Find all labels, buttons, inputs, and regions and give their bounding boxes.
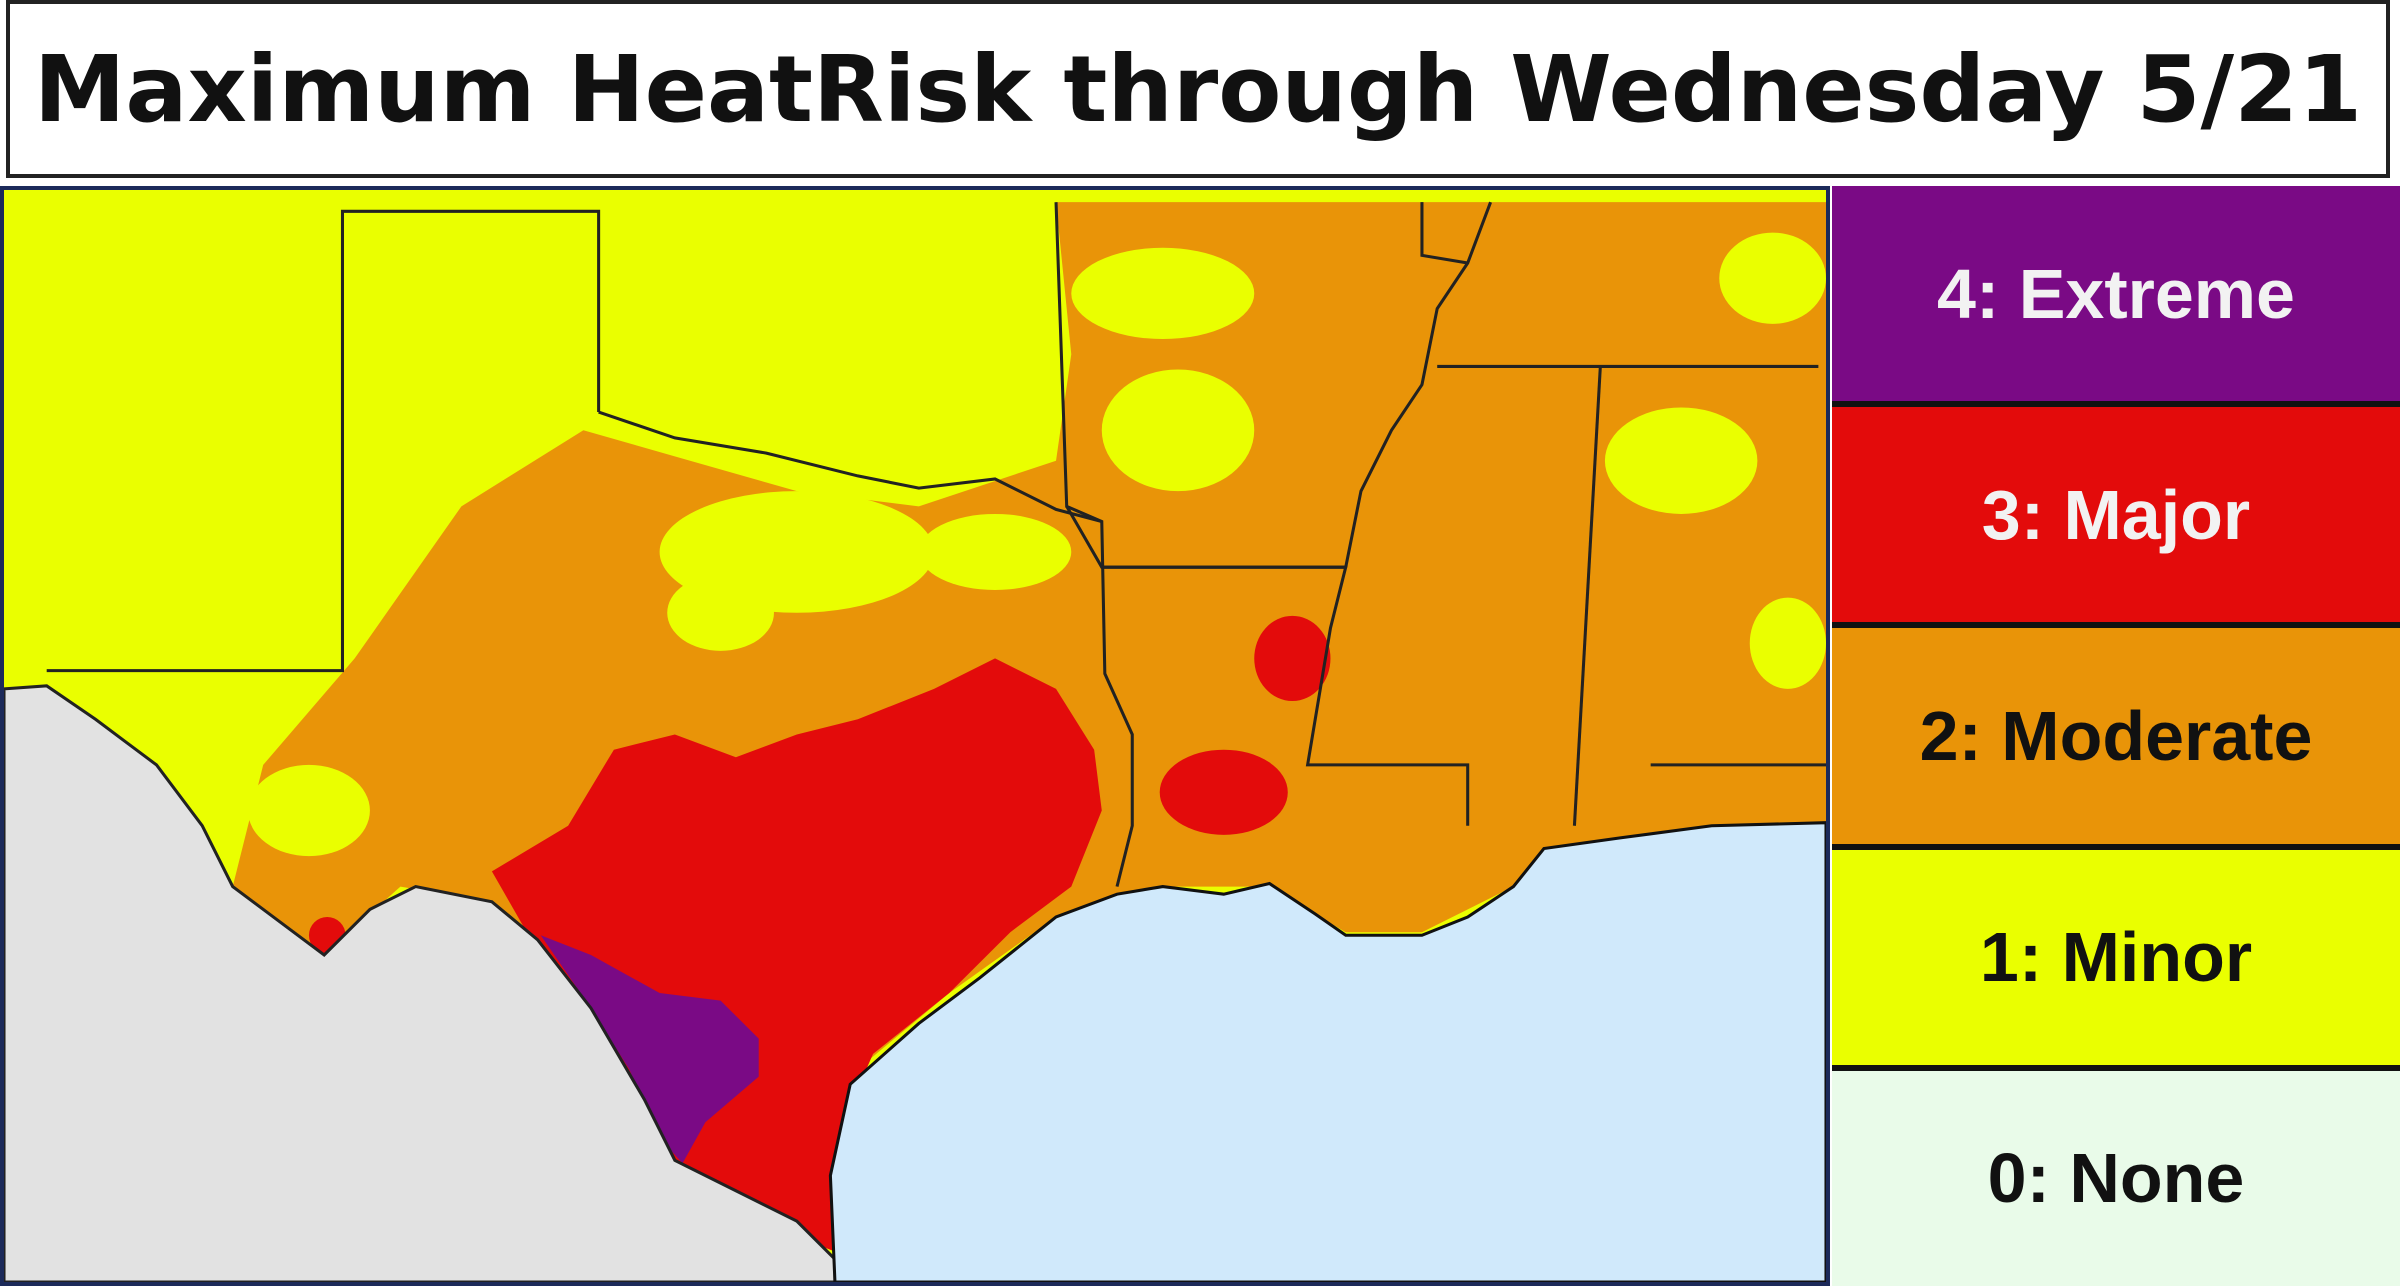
major-patch — [1159, 749, 1288, 835]
minor-patches — [247, 232, 1826, 857]
title-box: Maximum HeatRisk through Wednesday 5/21 — [6, 0, 2390, 178]
major-area — [491, 658, 1102, 1252]
heat-map — [0, 186, 1830, 1286]
legend-label: 2: Moderate — [1919, 697, 2313, 775]
major-patch — [1254, 615, 1331, 702]
extreme-area — [540, 935, 759, 1164]
legend-item: 0: None — [1832, 1070, 2400, 1286]
legend-label: 4: Extreme — [1937, 254, 2295, 333]
legend-label: 1: Minor — [1979, 918, 2253, 997]
mexico — [4, 684, 837, 1282]
legend-label: 0: None — [1987, 1139, 2245, 1218]
legend: 4: Extreme 3: Major 2: Moderate 1: Minor 0: … — [1832, 186, 2400, 1286]
legend-item: 1: Minor — [1832, 849, 2400, 1065]
gulf — [828, 821, 1826, 1282]
title: Maximum HeatRisk through Wednesday 5/21 — [33, 35, 2363, 143]
legend-item: 4: Extreme — [1832, 186, 2400, 402]
legend-label: 3: Major — [1981, 475, 2251, 554]
legend-item: 3: Major — [1832, 407, 2400, 623]
legend-item: 2: Moderate — [1832, 628, 2400, 844]
state-lines — [46, 201, 1826, 887]
